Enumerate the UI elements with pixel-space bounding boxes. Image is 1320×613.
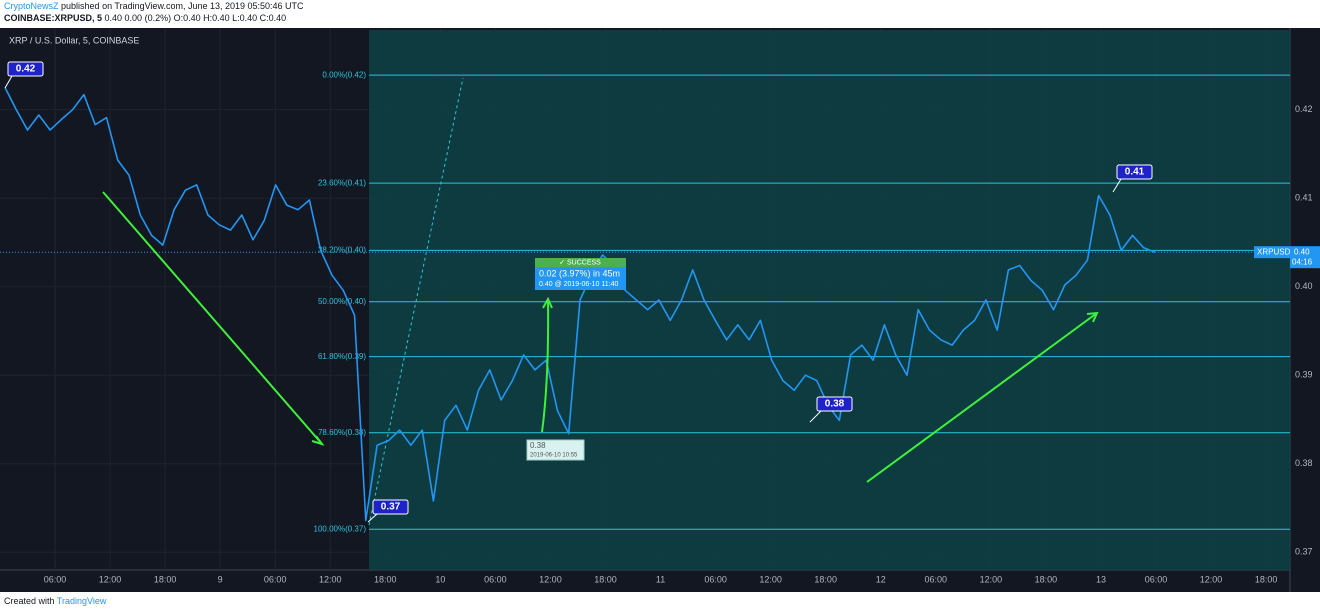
x-tick-label: 18:00 <box>814 574 837 584</box>
arrow-head <box>1086 311 1099 323</box>
price-label: 0.40 <box>1294 247 1310 256</box>
created: Created with <box>4 596 55 606</box>
trade-exit: 0.40 @ 2019-06-10 11:40 <box>539 281 618 288</box>
callout-label: 0.41 <box>1125 167 1145 178</box>
x-tick-label: 18:00 <box>154 574 177 584</box>
fib-label: 23.60%(0.41) <box>318 178 366 187</box>
fib-label: 50.00%(0.40) <box>318 297 366 306</box>
up-trend-arrow <box>866 312 1098 483</box>
y-tick-label: 0.39 <box>1295 370 1313 380</box>
callout-label: 0.38 <box>825 399 845 410</box>
symbol: COINBASE:XRPUSD, 5 <box>4 13 102 23</box>
x-tick-label: 18:00 <box>374 574 397 584</box>
x-tick-label: 12:00 <box>759 574 782 584</box>
x-tick-label: 11 <box>656 574 665 584</box>
fib-label: 78.60%(0.38) <box>318 428 366 437</box>
x-tick-label: 06:00 <box>1145 574 1168 584</box>
trade-box <box>535 267 626 290</box>
chart-title: XRP / U.S. Dollar, 5, COINBASE <box>9 35 139 45</box>
y-tick-label: 0.38 <box>1295 458 1313 468</box>
published: published on TradingView.com, June 13, 2… <box>61 1 304 11</box>
x-tick-label: 06:00 <box>44 574 67 584</box>
y-tick-label: 0.40 <box>1295 281 1313 291</box>
fib-trendline <box>368 77 464 526</box>
success-bar <box>535 258 626 267</box>
x-tick-label: 12:00 <box>99 574 122 584</box>
footer-bg <box>0 592 1320 613</box>
up-arrow <box>541 299 550 433</box>
callout-label: 0.42 <box>16 64 36 75</box>
x-tick-label: 12:00 <box>319 574 342 584</box>
fib-label: 38.20%(0.40) <box>318 246 366 255</box>
fib-zone <box>369 30 1290 570</box>
arrow-head <box>542 296 553 309</box>
fib-label: 100.00%(0.37) <box>314 524 367 533</box>
price-badge <box>1290 246 1320 269</box>
x-tick-label: 10 <box>435 574 445 584</box>
callout-box <box>1116 164 1153 180</box>
fib-levels: 0.00%(0.42) 23.60%(0.41) 38.20%(0.40) 50.00… <box>314 70 1290 533</box>
entry-time: 2019-06-10 10:55 <box>530 453 578 459</box>
y-tick-label: 0.41 <box>1295 193 1313 203</box>
y-tick-label: 0.37 <box>1295 547 1313 557</box>
y-tick-label: 0.42 <box>1295 104 1313 114</box>
callout-box <box>372 499 409 515</box>
callout-label: 0.37 <box>381 502 401 513</box>
author[interactable]: CryptoNewsZ <box>4 1 59 11</box>
success-label: ✓ SUCCESS <box>559 259 601 266</box>
callout-pointer <box>809 410 822 423</box>
x-tick-label: 06:00 <box>925 574 948 584</box>
entry-box <box>526 439 585 461</box>
x-tick-label: 12:00 <box>980 574 1003 584</box>
price-line <box>4 87 1156 522</box>
x-tick-label: 12:00 <box>539 574 562 584</box>
x-tick-label: 06:00 <box>704 574 727 584</box>
quote: 0.40 0.00 (0.2%) O:0.40 H:0.40 L:0.40 C:… <box>105 13 287 23</box>
x-tick-label: 18:00 <box>1255 574 1278 584</box>
entry-price: 0.38 <box>530 441 546 450</box>
arrows <box>102 191 1099 483</box>
fib-label: 0.00%(0.42) <box>322 70 366 79</box>
quote-line: COINBASE:XRPUSD, 5 0.40 0.00 (0.2%) O:0.… <box>4 13 286 23</box>
arrow-head <box>311 435 325 446</box>
trade-result: 0.02 (3.97%) in 45m <box>539 268 620 278</box>
x-tick-label: 18:00 <box>594 574 617 584</box>
callout-box <box>816 396 853 412</box>
symbol-badge <box>1254 246 1290 259</box>
x-tick-label: 18:00 <box>1035 574 1058 584</box>
callout-pointer <box>367 513 378 523</box>
callout-pointer <box>4 75 13 89</box>
x-tick-label: 9 <box>218 574 223 584</box>
callout-box <box>7 61 44 77</box>
symbol-label: XRPUSD <box>1257 247 1291 256</box>
x-tick-label: 06:00 <box>484 574 507 584</box>
x-tick-label: 13 <box>1096 574 1106 584</box>
x-tick-label: 12 <box>876 574 886 584</box>
countdown: 04:16 <box>1292 257 1313 266</box>
x-tick-label: 06:00 <box>264 574 287 584</box>
fib-label: 61.80%(0.39) <box>318 352 366 361</box>
brand[interactable]: TradingView <box>57 596 107 606</box>
header-line: CryptoNewsZ published on TradingView.com… <box>4 1 304 11</box>
callout-pointer <box>1112 178 1122 193</box>
x-tick-label: 12:00 <box>1200 574 1223 584</box>
footer: Created with TradingView <box>4 596 107 606</box>
down-arrow <box>102 191 323 445</box>
